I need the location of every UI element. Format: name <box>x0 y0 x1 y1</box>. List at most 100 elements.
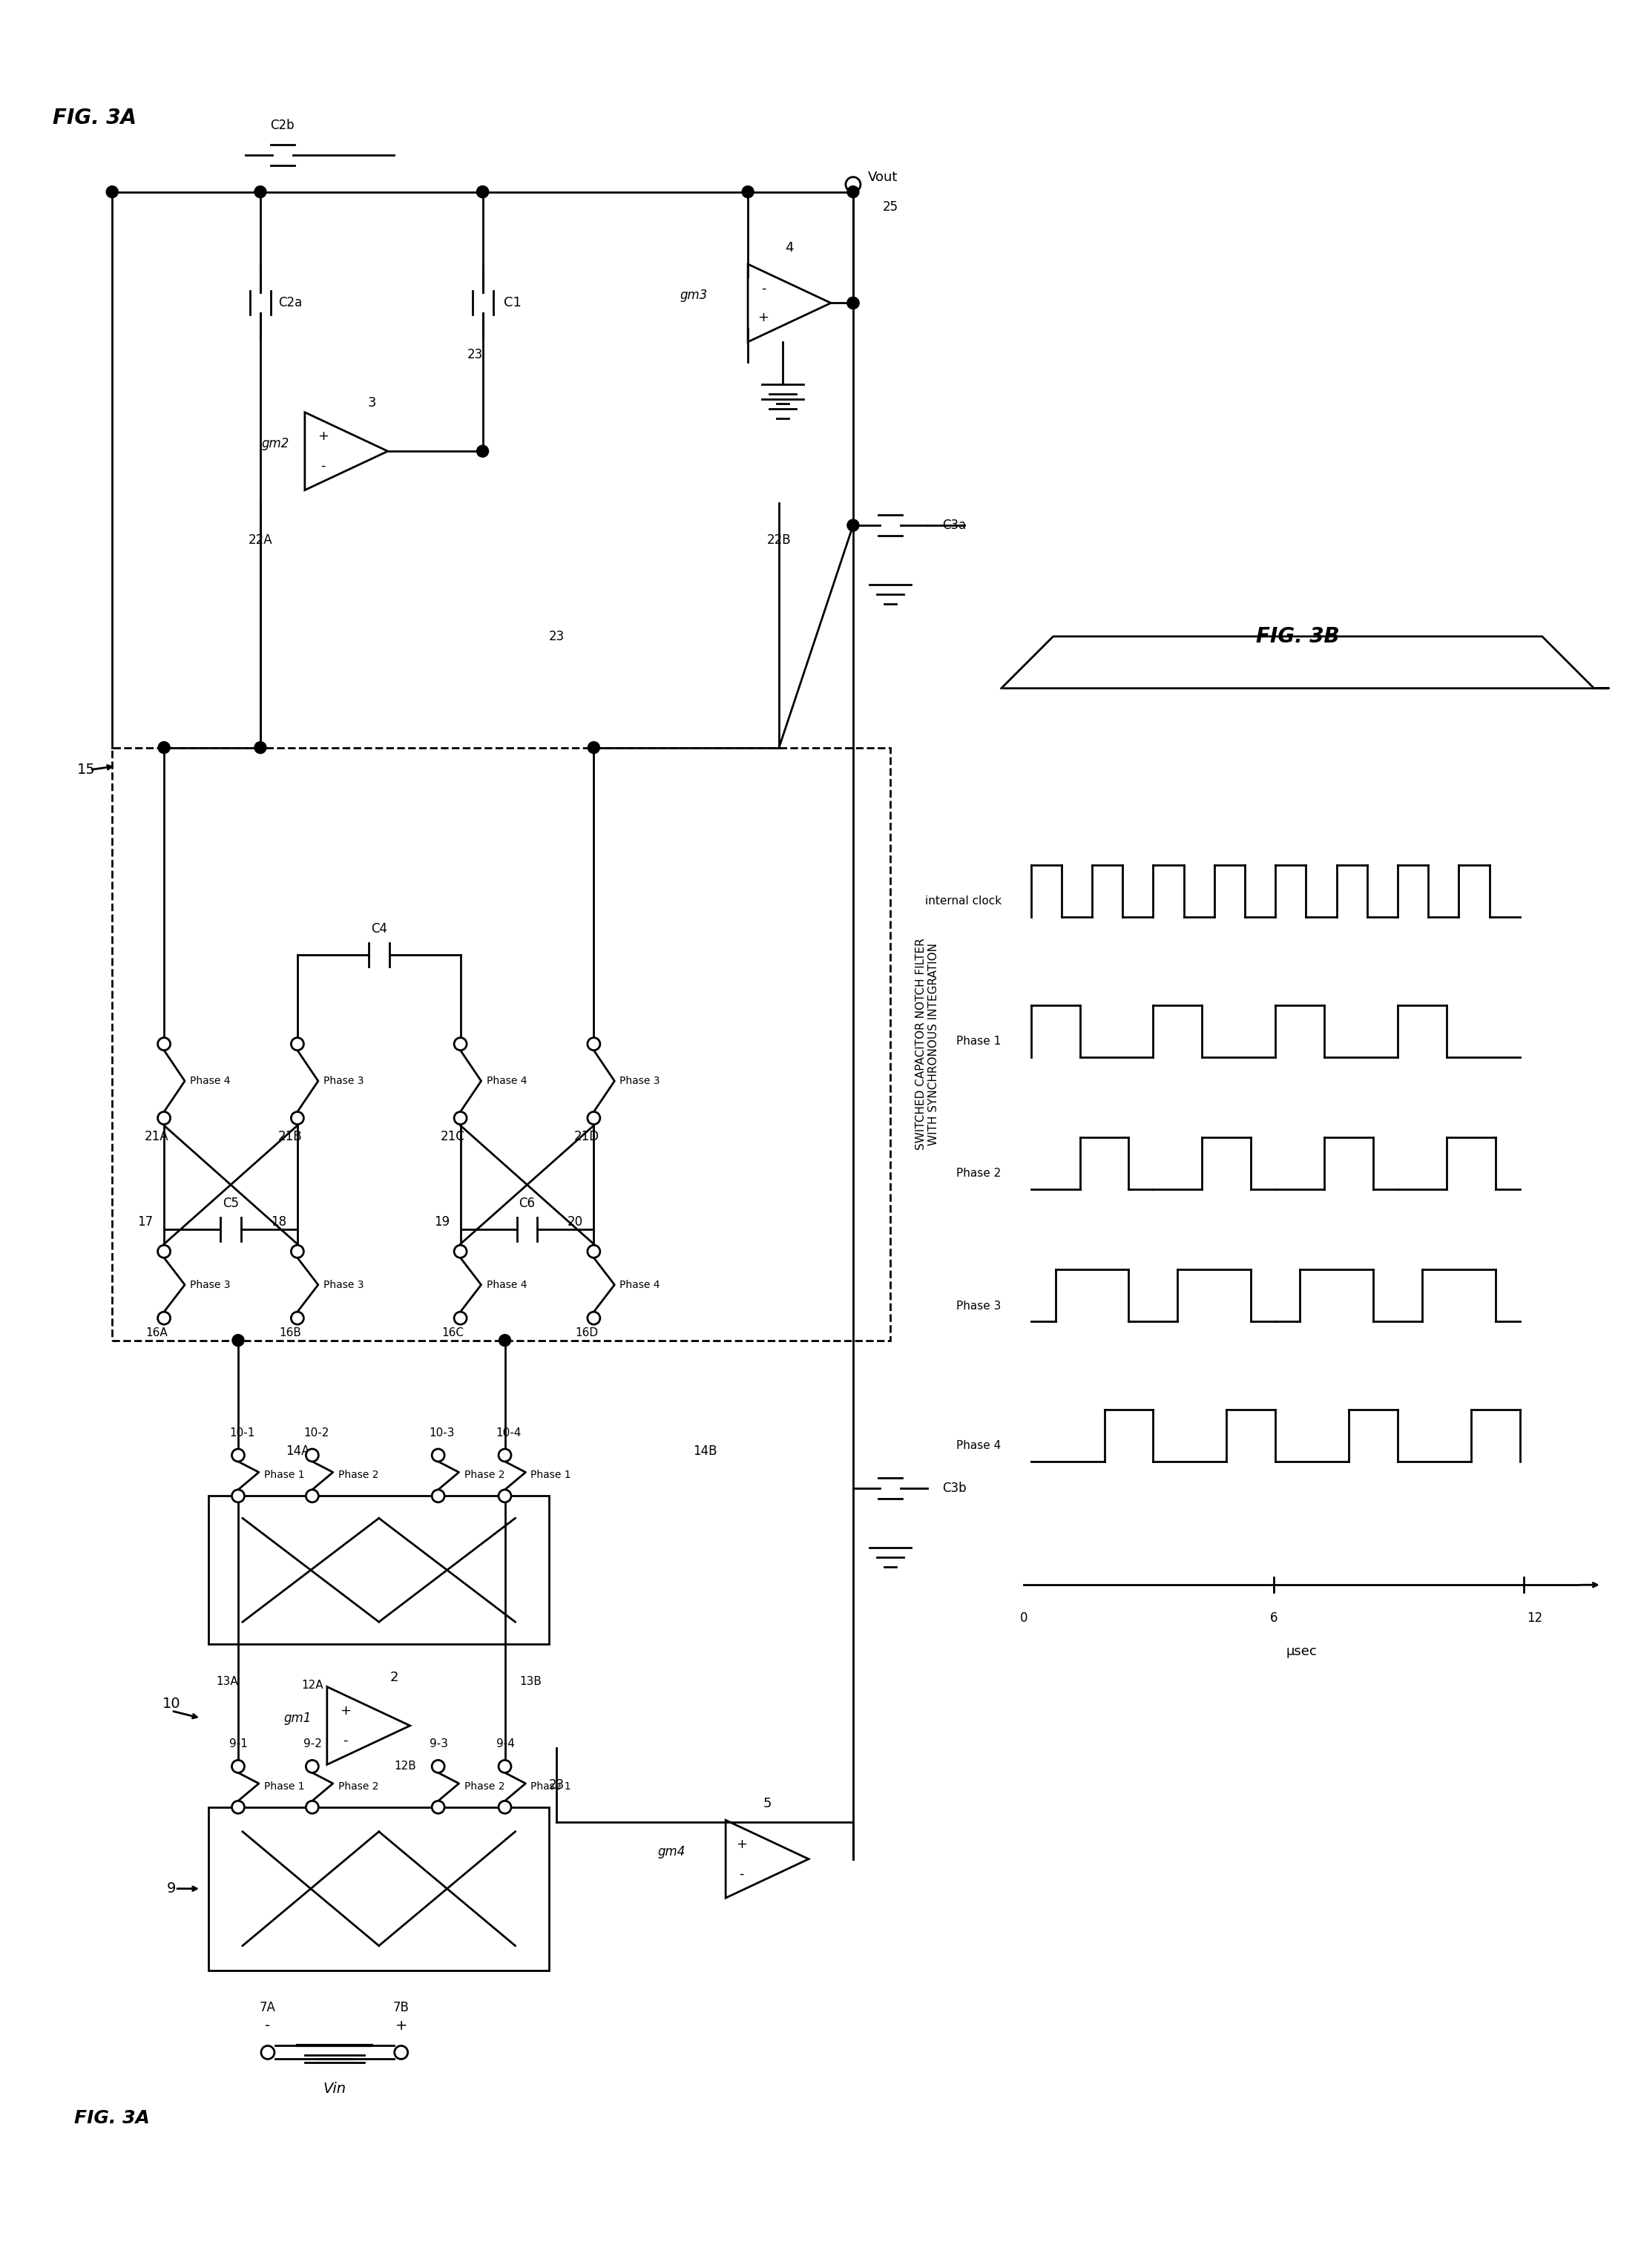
Circle shape <box>305 1801 318 1814</box>
Circle shape <box>231 1490 245 1501</box>
Text: 21D: 21D <box>574 1129 599 1143</box>
Bar <box>208 1497 550 1644</box>
Text: internal clock: internal clock <box>926 896 1001 907</box>
Text: 12B: 12B <box>394 1760 417 1771</box>
Text: C5: C5 <box>223 1198 240 1209</box>
Text: 10: 10 <box>162 1696 181 1710</box>
Text: Phase 1: Phase 1 <box>530 1470 571 1481</box>
Text: 7A: 7A <box>259 2000 276 2014</box>
Circle shape <box>290 1311 304 1325</box>
Circle shape <box>587 1039 601 1050</box>
Text: gm3: gm3 <box>679 288 707 302</box>
Circle shape <box>455 1311 466 1325</box>
Text: Phase 2: Phase 2 <box>957 1168 1001 1179</box>
Circle shape <box>847 186 858 197</box>
Text: -: - <box>266 2019 271 2032</box>
Text: Phase 4: Phase 4 <box>486 1279 527 1290</box>
Circle shape <box>231 1449 245 1461</box>
Text: gm4: gm4 <box>658 1844 686 1857</box>
Text: Phase 1: Phase 1 <box>264 1780 305 1792</box>
Text: Phase 1: Phase 1 <box>264 1470 305 1481</box>
Circle shape <box>476 186 489 197</box>
Text: Phase 4: Phase 4 <box>190 1075 230 1086</box>
Text: Phase 4: Phase 4 <box>957 1440 1001 1452</box>
Circle shape <box>158 1111 171 1125</box>
Circle shape <box>432 1760 445 1774</box>
Text: μsec: μsec <box>1287 1644 1316 1658</box>
Text: 12A: 12A <box>302 1678 323 1690</box>
Circle shape <box>158 742 171 753</box>
Text: 16C: 16C <box>441 1327 464 1338</box>
Text: 25: 25 <box>883 200 898 213</box>
Circle shape <box>455 1039 466 1050</box>
Circle shape <box>432 1801 445 1814</box>
Text: +: + <box>318 429 328 442</box>
Text: C1: C1 <box>504 297 522 311</box>
Circle shape <box>476 186 489 197</box>
Text: Phase 2: Phase 2 <box>338 1780 379 1792</box>
Text: Phase 1: Phase 1 <box>530 1780 571 1792</box>
Circle shape <box>158 1311 171 1325</box>
Circle shape <box>587 1245 601 1259</box>
Text: Phase 4: Phase 4 <box>486 1075 527 1086</box>
Text: +: + <box>758 311 770 324</box>
Text: Phase 4: Phase 4 <box>620 1279 660 1290</box>
Text: C2a: C2a <box>277 297 302 311</box>
Text: 2: 2 <box>391 1672 399 1685</box>
Text: Phase 3: Phase 3 <box>190 1279 230 1290</box>
Circle shape <box>305 1760 318 1774</box>
Text: C3b: C3b <box>942 1481 967 1495</box>
Text: 16A: 16A <box>146 1327 167 1338</box>
Bar <box>208 1808 550 1971</box>
Text: -: - <box>738 1867 743 1880</box>
Circle shape <box>305 1449 318 1461</box>
Circle shape <box>587 742 599 753</box>
Circle shape <box>254 186 266 197</box>
Text: 3: 3 <box>368 397 376 411</box>
Circle shape <box>290 1245 304 1259</box>
Text: 0: 0 <box>1019 1613 1027 1624</box>
Text: 9-2: 9-2 <box>304 1740 322 1749</box>
Circle shape <box>499 1449 510 1461</box>
Circle shape <box>107 186 118 197</box>
Circle shape <box>455 1111 466 1125</box>
Text: 18: 18 <box>271 1216 287 1229</box>
Text: Phase 2: Phase 2 <box>464 1470 504 1481</box>
Text: 10-1: 10-1 <box>230 1427 254 1438</box>
Text: gm1: gm1 <box>284 1712 312 1726</box>
Text: 13B: 13B <box>520 1676 542 1687</box>
Text: -: - <box>343 1733 348 1746</box>
Text: 10-3: 10-3 <box>430 1427 455 1438</box>
Text: Phase 2: Phase 2 <box>338 1470 379 1481</box>
Circle shape <box>742 186 753 197</box>
Text: 21A: 21A <box>144 1129 169 1143</box>
Text: -: - <box>761 281 766 295</box>
Text: 22A: 22A <box>248 533 272 547</box>
Text: 23: 23 <box>468 349 482 361</box>
Text: C3a: C3a <box>942 519 967 533</box>
Text: 17: 17 <box>138 1216 153 1229</box>
Text: 12: 12 <box>1526 1613 1543 1624</box>
Text: 23: 23 <box>548 631 565 644</box>
Text: 9: 9 <box>167 1882 176 1896</box>
Text: Phase 3: Phase 3 <box>620 1075 660 1086</box>
Circle shape <box>847 297 858 308</box>
Text: 16B: 16B <box>279 1327 300 1338</box>
Circle shape <box>499 1760 510 1774</box>
Text: Phase 3: Phase 3 <box>957 1300 1001 1311</box>
Circle shape <box>499 1334 510 1347</box>
Text: 10-4: 10-4 <box>496 1427 522 1438</box>
Circle shape <box>847 297 858 308</box>
Circle shape <box>254 742 266 753</box>
Circle shape <box>476 445 489 458</box>
Text: Phase 3: Phase 3 <box>323 1075 364 1086</box>
Text: 15: 15 <box>77 762 95 778</box>
Text: SWITCHED CAPACITOR NOTCH FILTER
WITH SYNCHRONOUS INTEGRATION: SWITCHED CAPACITOR NOTCH FILTER WITH SYN… <box>916 939 939 1150</box>
Text: Phase 2: Phase 2 <box>464 1780 504 1792</box>
Circle shape <box>587 1311 601 1325</box>
Text: +: + <box>395 2019 407 2032</box>
Text: 6: 6 <box>1270 1613 1277 1624</box>
Circle shape <box>499 1801 510 1814</box>
Circle shape <box>432 1449 445 1461</box>
Circle shape <box>847 519 858 531</box>
